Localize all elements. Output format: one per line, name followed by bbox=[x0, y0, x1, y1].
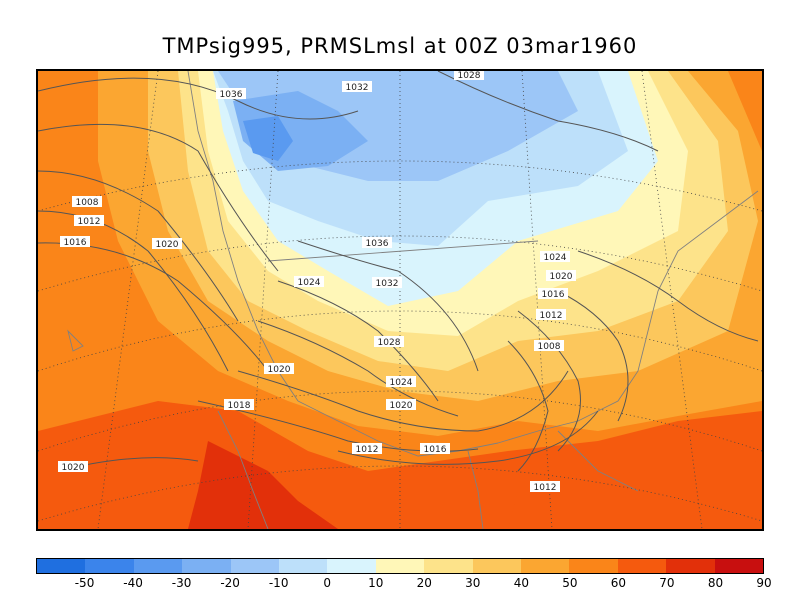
svg-text:1020: 1020 bbox=[62, 463, 85, 473]
colorbar-tick-label: 80 bbox=[707, 576, 724, 590]
svg-text:1020: 1020 bbox=[268, 365, 291, 375]
svg-text:1028: 1028 bbox=[378, 338, 401, 348]
colorbar-swatch bbox=[230, 559, 280, 573]
temp-band-80 bbox=[188, 441, 338, 529]
colorbar-tick-label: -30 bbox=[171, 576, 192, 590]
isobar-label: 1032 bbox=[342, 81, 372, 93]
colorbar-swatch bbox=[375, 559, 425, 573]
svg-text:1012: 1012 bbox=[78, 217, 101, 227]
isobar-label: 1028 bbox=[374, 336, 404, 348]
isobar-label: 1024 bbox=[540, 251, 570, 263]
svg-text:1016: 1016 bbox=[424, 445, 447, 455]
isobar-label: 1016 bbox=[538, 288, 568, 300]
svg-text:1020: 1020 bbox=[550, 272, 573, 282]
isobar-labels: 1028 1036 1032 1008 1012 1016 1020 1036 … bbox=[58, 71, 576, 493]
svg-text:1036: 1036 bbox=[220, 90, 243, 100]
svg-text:1016: 1016 bbox=[64, 238, 87, 248]
svg-text:1008: 1008 bbox=[76, 198, 99, 208]
isobar-label: 1008 bbox=[534, 340, 564, 352]
colorbar-ticks: -50 -40 -30 -20 -10 0 10 20 30 40 50 60 70 80 90 bbox=[36, 576, 772, 594]
svg-text:1020: 1020 bbox=[156, 240, 179, 250]
colorbar-swatch bbox=[714, 559, 764, 573]
colorbar-tick-label: -40 bbox=[123, 576, 143, 590]
isobar-label: 1032 bbox=[372, 277, 402, 289]
colorbar-tick-label: -20 bbox=[220, 576, 240, 590]
isobar-label: 1020 bbox=[264, 363, 294, 375]
svg-text:1012: 1012 bbox=[540, 311, 563, 321]
isobar-label: 1020 bbox=[152, 238, 182, 250]
colorbar-swatch bbox=[327, 559, 376, 573]
isobar-label: 1020 bbox=[386, 399, 416, 411]
svg-text:1012: 1012 bbox=[534, 483, 557, 493]
colorbar-swatch bbox=[569, 559, 618, 573]
isobar-label: 1012 bbox=[352, 443, 382, 455]
weather-map: 1028 1036 1032 1008 1012 1016 1020 1036 … bbox=[36, 69, 764, 531]
svg-text:1036: 1036 bbox=[366, 239, 389, 249]
map-canvas: 1028 1036 1032 1008 1012 1016 1020 1036 … bbox=[38, 71, 762, 529]
isobar-label: 1024 bbox=[386, 376, 416, 388]
colorbar-swatch bbox=[279, 559, 328, 573]
svg-text:1024: 1024 bbox=[390, 378, 413, 388]
colorbar-swatch bbox=[37, 559, 86, 573]
colorbar-tick-label: 40 bbox=[513, 576, 529, 590]
colorbar-swatch bbox=[472, 559, 522, 573]
colorbar-tick-label: 20 bbox=[416, 576, 432, 590]
colorbar-tick-label: 10 bbox=[368, 576, 384, 590]
colorbar-tick-label: 50 bbox=[562, 576, 578, 590]
colorbar-tick-label: 70 bbox=[659, 576, 675, 590]
colorbar-swatch bbox=[133, 559, 183, 573]
svg-text:1024: 1024 bbox=[298, 278, 321, 288]
isobar-label: 1012 bbox=[536, 309, 566, 321]
svg-text:1016: 1016 bbox=[542, 290, 565, 300]
isobar-label: 1028 bbox=[454, 71, 484, 81]
map-title: TMPsig995, PRMSLmsl at 00Z 03mar1960 bbox=[162, 34, 638, 58]
colorbar-swatch bbox=[617, 559, 667, 573]
svg-text:1032: 1032 bbox=[376, 279, 399, 289]
isobar-label: 1012 bbox=[74, 215, 104, 227]
colorbar-swatch bbox=[521, 559, 570, 573]
svg-text:1018: 1018 bbox=[228, 401, 251, 411]
colorbar-tick-label: 30 bbox=[465, 576, 481, 590]
isobar-label: 1020 bbox=[546, 270, 576, 282]
colorbar-tick-label: -50 bbox=[74, 576, 95, 590]
colorbar-tick-label: -10 bbox=[268, 576, 289, 590]
colorbar-tick-label: 60 bbox=[610, 576, 627, 590]
colorbar bbox=[36, 558, 764, 574]
isobar-label: 1012 bbox=[530, 481, 560, 493]
colorbar-tick-label: 0 bbox=[323, 576, 332, 590]
svg-text:1024: 1024 bbox=[544, 253, 567, 263]
colorbar-swatch bbox=[424, 559, 473, 573]
colorbar-swatch bbox=[85, 559, 134, 573]
colorbar-swatch bbox=[182, 559, 231, 573]
isobar-label: 1016 bbox=[420, 443, 450, 455]
isobar-label: 1016 bbox=[60, 236, 90, 248]
colorbar-tick-label: 90 bbox=[756, 576, 772, 590]
svg-text:1008: 1008 bbox=[538, 342, 561, 352]
graticule bbox=[38, 71, 762, 529]
svg-text:1020: 1020 bbox=[390, 401, 413, 411]
isobar-label: 1020 bbox=[58, 461, 88, 473]
svg-text:1032: 1032 bbox=[346, 83, 369, 93]
isobar-label: 1008 bbox=[72, 196, 102, 208]
svg-text:1028: 1028 bbox=[458, 71, 481, 81]
temp-band-m30 bbox=[243, 116, 293, 161]
isobar-label: 1036 bbox=[216, 88, 246, 100]
isobar-label: 1024 bbox=[294, 276, 324, 288]
isobar-label: 1018 bbox=[224, 399, 254, 411]
temp-band-70b bbox=[508, 461, 762, 529]
colorbar-swatch bbox=[666, 559, 715, 573]
isobar-label: 1036 bbox=[362, 237, 392, 249]
svg-text:1012: 1012 bbox=[356, 445, 379, 455]
